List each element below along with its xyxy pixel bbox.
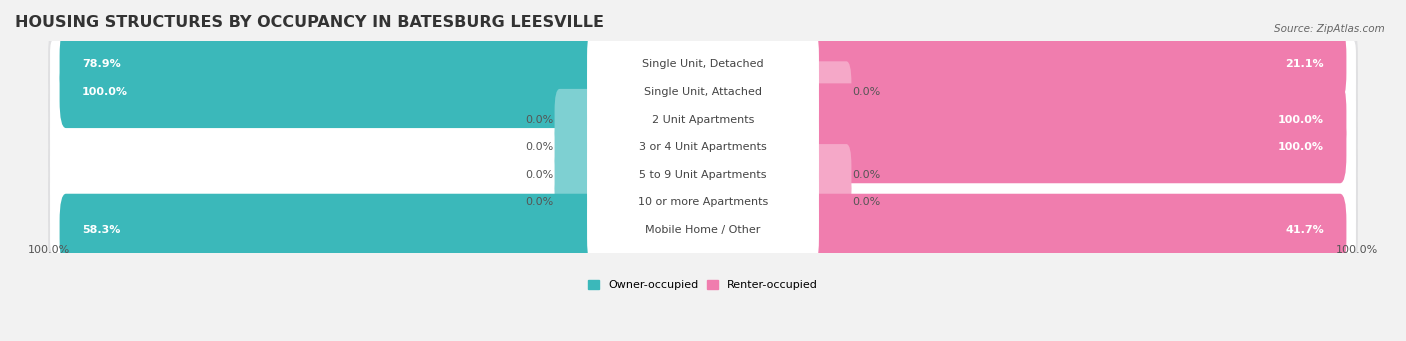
FancyBboxPatch shape bbox=[51, 95, 1355, 143]
Text: 0.0%: 0.0% bbox=[852, 197, 882, 207]
FancyBboxPatch shape bbox=[554, 172, 600, 233]
Text: 100.0%: 100.0% bbox=[28, 245, 70, 255]
FancyBboxPatch shape bbox=[588, 78, 818, 161]
FancyBboxPatch shape bbox=[588, 161, 818, 243]
FancyBboxPatch shape bbox=[804, 111, 1347, 183]
FancyBboxPatch shape bbox=[804, 194, 1347, 266]
FancyBboxPatch shape bbox=[804, 84, 1347, 155]
FancyBboxPatch shape bbox=[48, 197, 1358, 263]
Text: Mobile Home / Other: Mobile Home / Other bbox=[645, 225, 761, 235]
FancyBboxPatch shape bbox=[48, 114, 1358, 180]
Text: Source: ZipAtlas.com: Source: ZipAtlas.com bbox=[1274, 24, 1385, 34]
Text: Single Unit, Detached: Single Unit, Detached bbox=[643, 59, 763, 69]
FancyBboxPatch shape bbox=[554, 144, 600, 205]
Text: 78.9%: 78.9% bbox=[82, 59, 121, 69]
FancyBboxPatch shape bbox=[51, 150, 1355, 198]
Text: 0.0%: 0.0% bbox=[524, 142, 554, 152]
FancyBboxPatch shape bbox=[59, 56, 602, 128]
FancyBboxPatch shape bbox=[51, 178, 1355, 226]
FancyBboxPatch shape bbox=[806, 61, 852, 122]
Text: 100.0%: 100.0% bbox=[82, 87, 128, 97]
Text: 100.0%: 100.0% bbox=[1278, 115, 1324, 124]
FancyBboxPatch shape bbox=[59, 194, 602, 266]
FancyBboxPatch shape bbox=[588, 189, 818, 271]
FancyBboxPatch shape bbox=[51, 206, 1355, 254]
FancyBboxPatch shape bbox=[806, 172, 852, 233]
FancyBboxPatch shape bbox=[59, 28, 602, 101]
Text: 41.7%: 41.7% bbox=[1285, 225, 1324, 235]
FancyBboxPatch shape bbox=[48, 142, 1358, 208]
FancyBboxPatch shape bbox=[51, 123, 1355, 171]
Text: 58.3%: 58.3% bbox=[82, 225, 121, 235]
FancyBboxPatch shape bbox=[48, 169, 1358, 235]
Text: 5 to 9 Unit Apartments: 5 to 9 Unit Apartments bbox=[640, 170, 766, 180]
Text: 100.0%: 100.0% bbox=[1336, 245, 1378, 255]
Text: 0.0%: 0.0% bbox=[852, 170, 882, 180]
Legend: Owner-occupied, Renter-occupied: Owner-occupied, Renter-occupied bbox=[583, 275, 823, 295]
FancyBboxPatch shape bbox=[48, 31, 1358, 98]
FancyBboxPatch shape bbox=[588, 23, 818, 105]
FancyBboxPatch shape bbox=[48, 59, 1358, 125]
FancyBboxPatch shape bbox=[588, 106, 818, 188]
FancyBboxPatch shape bbox=[806, 144, 852, 205]
Text: 10 or more Apartments: 10 or more Apartments bbox=[638, 197, 768, 207]
FancyBboxPatch shape bbox=[48, 86, 1358, 153]
Text: 100.0%: 100.0% bbox=[1278, 142, 1324, 152]
Text: HOUSING STRUCTURES BY OCCUPANCY IN BATESBURG LEESVILLE: HOUSING STRUCTURES BY OCCUPANCY IN BATES… bbox=[15, 15, 605, 30]
FancyBboxPatch shape bbox=[804, 28, 1347, 101]
FancyBboxPatch shape bbox=[554, 117, 600, 178]
Text: 0.0%: 0.0% bbox=[524, 197, 554, 207]
Text: 0.0%: 0.0% bbox=[524, 170, 554, 180]
FancyBboxPatch shape bbox=[588, 51, 818, 133]
Text: 3 or 4 Unit Apartments: 3 or 4 Unit Apartments bbox=[640, 142, 766, 152]
Text: 21.1%: 21.1% bbox=[1285, 59, 1324, 69]
FancyBboxPatch shape bbox=[588, 134, 818, 216]
Text: 0.0%: 0.0% bbox=[852, 87, 882, 97]
Text: Single Unit, Attached: Single Unit, Attached bbox=[644, 87, 762, 97]
FancyBboxPatch shape bbox=[51, 68, 1355, 116]
Text: 2 Unit Apartments: 2 Unit Apartments bbox=[652, 115, 754, 124]
FancyBboxPatch shape bbox=[51, 40, 1355, 88]
FancyBboxPatch shape bbox=[554, 89, 600, 150]
Text: 0.0%: 0.0% bbox=[524, 115, 554, 124]
